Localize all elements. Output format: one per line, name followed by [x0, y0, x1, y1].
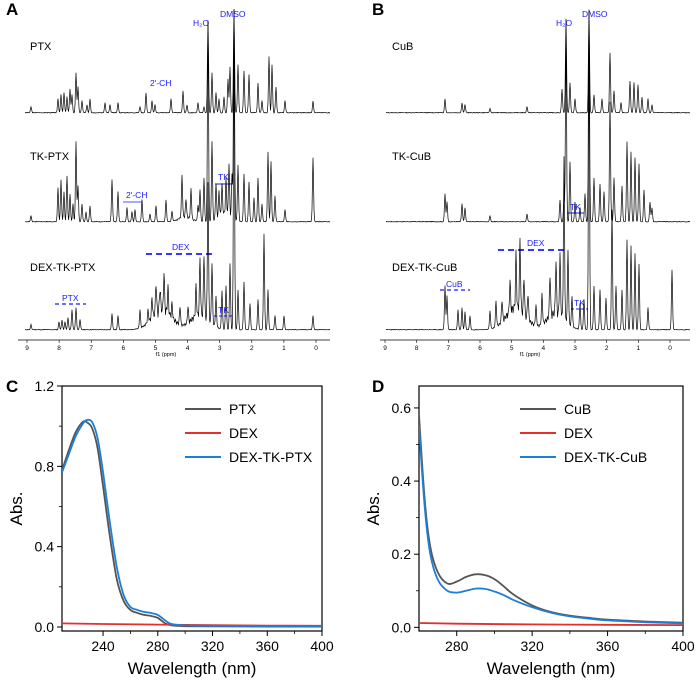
h2o-annotation: H₂O	[193, 18, 209, 28]
legend-label: PTX	[229, 401, 257, 417]
nmr-panel-a: PTX TK-PTX DEX-TK-PTX H₂O DMSO 2'-CH 2'-…	[18, 9, 330, 358]
trace-label-tk-ptx: TK-PTX	[30, 151, 70, 163]
ppm-tick-label: 1	[282, 345, 286, 352]
2ch-annotation-1: 2'-CH	[150, 78, 171, 88]
x-tick-label: 400	[310, 638, 334, 654]
dmso-annotation-b: DMSO	[582, 9, 608, 19]
ppm-tick-label: 6	[122, 345, 126, 352]
plot-frame	[418, 385, 684, 632]
ppm-tick-label: 2	[605, 345, 609, 352]
y-tick-label: 0.6	[392, 400, 412, 416]
ppm-tick-label: 0	[668, 345, 672, 352]
x-tick-label: 360	[596, 638, 620, 654]
trace-label-cub: CuB	[392, 41, 413, 53]
x-tick-label: 320	[201, 638, 225, 654]
h2o-annotation-b: H₂O	[556, 18, 572, 28]
series-line-dex-tk-cub	[419, 426, 683, 625]
y-tick-label: 0.8	[35, 458, 55, 474]
nmr-trace-dex-tk-ptx	[24, 29, 331, 331]
trace-label-dex-tk-cub: DEX-TK-CuB	[392, 262, 457, 274]
ppm-tick-label: 8	[57, 345, 61, 352]
x-tick-label: 280	[146, 638, 170, 654]
tk-annotation-2: TK	[218, 305, 229, 315]
panel-label-d: D	[372, 377, 384, 396]
plot-frame	[61, 385, 323, 632]
y-tick-label: 0.4	[392, 473, 412, 489]
panel-label-b: B	[372, 0, 384, 19]
nmr-axis-ticks-a: 9 8 7 6 5 4 3 2 1 0	[25, 340, 318, 352]
dmso-annotation: DMSO	[220, 9, 246, 19]
y-tick-label: 0.0	[392, 619, 412, 635]
x-tick-label: 320	[520, 638, 544, 654]
x-axis-title: Wavelength (nm)	[487, 659, 616, 678]
ppm-tick-label: 5	[510, 345, 514, 352]
ppm-tick-label: 3	[573, 345, 577, 352]
trace-label-dex-tk-ptx: DEX-TK-PTX	[30, 262, 96, 274]
ppm-tick-label: 1	[637, 345, 641, 352]
ppm-tick-label: 6	[478, 345, 482, 352]
x-tick-label: 360	[256, 638, 280, 654]
nmr-trace-cub	[385, 9, 691, 114]
tk-annotation-b2: TK	[574, 298, 585, 308]
ppm-tick-label: 3	[218, 345, 222, 352]
ppm-tick-label: 7	[447, 345, 451, 352]
ppm-tick-label: 8	[415, 345, 419, 352]
x-tick-label: 240	[91, 638, 115, 654]
panel-label-c: C	[6, 377, 18, 396]
nmr-axis-ticks-b: 9 8 7 6 5 4 3 2 1 0	[383, 340, 672, 352]
x-tick-label: 400	[671, 638, 695, 654]
uv-chart-c: 240 280 320 360 400 0.0 0.4 0.8 1.2 Wavelength (n…	[7, 378, 334, 678]
nmr-trace-dex-tk-cub	[385, 29, 690, 331]
y-tick-label: 0.0	[35, 619, 55, 635]
nmr-spectra	[24, 8, 691, 331]
y-axis-title: Abs.	[364, 491, 383, 525]
ppm-tick-label: 5	[154, 345, 158, 352]
legend-label: DEX	[564, 425, 593, 441]
panel-label-a: A	[6, 0, 18, 19]
y-axis-title: Abs.	[7, 491, 26, 525]
legend-label: DEX-TK-PTX	[229, 449, 313, 465]
y-tick-label: 0.4	[35, 539, 55, 555]
nmr-trace-tk-ptx	[25, 8, 331, 223]
series-line-cub	[419, 415, 683, 624]
tk-annotation-1: TK	[218, 172, 229, 182]
ppm-tick-label: 2	[250, 345, 254, 352]
ppm-tick-label: 9	[383, 345, 387, 352]
nmr-trace-tk-cub	[385, 11, 691, 223]
nmr-panel-b: CuB TK-CuB DEX-TK-CuB H₂O DMSO TK DEX Cu…	[380, 9, 690, 358]
ppm-tick-label: 7	[89, 345, 93, 352]
ppm-tick-label: 4	[542, 345, 546, 352]
ppm-unit-label-b: f1 (ppm)	[520, 352, 541, 358]
legend-label: CuB	[564, 401, 591, 417]
ppm-tick-label: 0	[314, 345, 318, 352]
cub-annotation: CuB	[446, 279, 463, 289]
y-tick-label: 0.2	[392, 546, 412, 562]
series-line-dex	[419, 622, 683, 626]
ptx-annotation: PTX	[62, 293, 79, 303]
nmr-trace-ptx	[24, 9, 330, 114]
ppm-tick-label: 4	[186, 345, 190, 352]
legend-label: DEX-TK-CuB	[564, 449, 647, 465]
ppm-tick-label: 9	[25, 345, 29, 352]
dex-annotation: DEX	[172, 242, 190, 252]
2ch-annotation-2: 2'-CH	[126, 190, 147, 200]
trace-label-tk-cub: TK-CuB	[392, 151, 431, 163]
uv-chart-d: 280 320 360 400 0.0 0.2 0.4 0.6 Wavelength (nm) A…	[364, 385, 695, 678]
series-line-dex-tk-ptx	[62, 418, 322, 628]
x-axis-title: Wavelength (nm)	[128, 659, 257, 678]
trace-label-ptx: PTX	[30, 41, 52, 53]
y-tick-label: 1.2	[35, 378, 55, 394]
ppm-unit-label-a: f1 (ppm)	[156, 352, 177, 358]
dex-annotation-b: DEX	[527, 238, 545, 248]
x-tick-label: 280	[445, 638, 469, 654]
legend-label: DEX	[229, 425, 258, 441]
